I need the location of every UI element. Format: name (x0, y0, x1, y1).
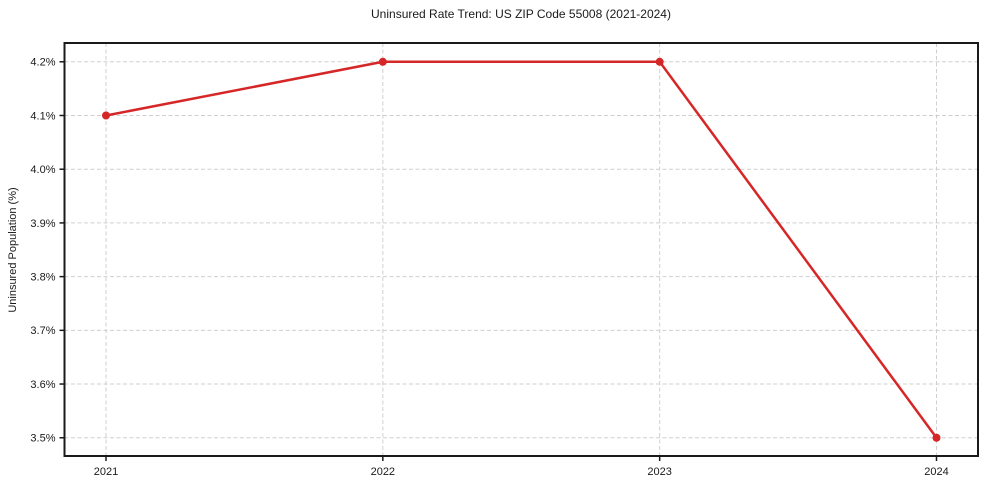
x-tick-label: 2021 (94, 466, 118, 478)
data-point (932, 433, 941, 442)
data-point (102, 111, 110, 120)
x-tick-label: 2023 (647, 466, 671, 478)
data-point (655, 57, 664, 66)
x-tick-label: 2024 (924, 466, 948, 478)
y-tick-label: 3.5% (30, 433, 55, 445)
data-line (104, 60, 938, 439)
y-tick-label: 3.7% (30, 325, 55, 337)
y-tick-label: 3.6% (30, 379, 55, 391)
y-tick-label: 3.8% (30, 271, 55, 283)
y-tick-label: 4.1% (30, 110, 55, 122)
y-tick-label: 4.0% (30, 164, 55, 176)
x-tick-label: 2022 (371, 466, 395, 478)
axes-box (63, 42, 979, 457)
data-point (378, 57, 387, 66)
y-tick-label: 3.9% (30, 218, 55, 230)
chart-title: Uninsured Rate Trend: US ZIP Code 55008 … (371, 7, 671, 21)
y-tick-label: 4.2% (30, 57, 55, 69)
